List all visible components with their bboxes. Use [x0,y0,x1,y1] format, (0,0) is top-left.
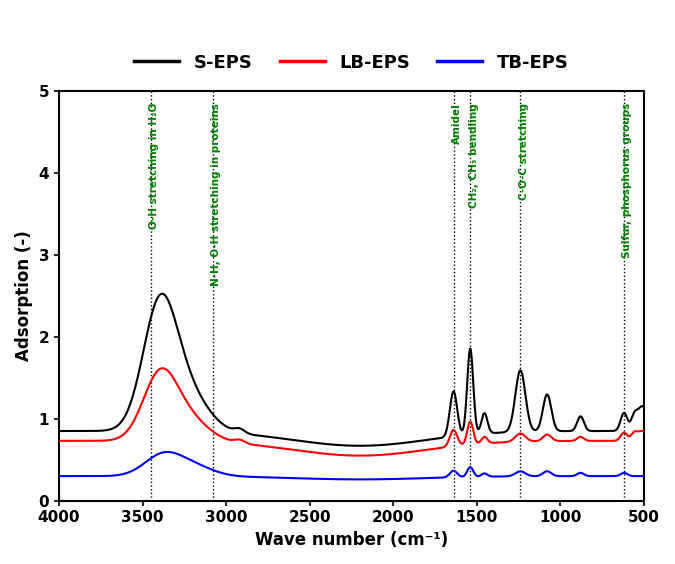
TB-EPS [435,474,443,481]
TB-EPS [640,473,648,479]
S-EPS [406,439,414,446]
LB-EPS [159,365,167,372]
S-EPS [435,435,443,442]
TB-EPS [161,448,169,455]
Text: O-H stretching in H₂O: O-H stretching in H₂O [149,103,159,230]
LB-EPS [279,445,287,452]
Line: TB-EPS: TB-EPS [59,452,644,479]
TB-EPS [491,473,500,480]
LB-EPS [435,444,443,451]
Text: N-H, O-H stretching in proteins: N-H, O-H stretching in proteins [211,103,221,286]
LB-EPS [356,452,364,459]
S-EPS [161,292,169,299]
S-EPS [55,428,63,434]
TB-EPS [356,476,364,483]
Line: LB-EPS: LB-EPS [59,368,644,456]
TB-EPS [536,472,544,478]
TB-EPS [55,473,63,479]
S-EPS [356,442,364,449]
LB-EPS [536,436,544,443]
Text: Amidel: Amidel [452,103,462,144]
TB-EPS [279,474,287,481]
S-EPS [536,418,544,425]
LB-EPS [491,439,500,446]
Line: S-EPS: S-EPS [59,294,644,446]
LB-EPS [161,365,169,372]
TB-EPS [406,475,414,482]
Y-axis label: Adsorption (-): Adsorption (-) [15,230,33,361]
Text: Sulfur, phosphorus groups: Sulfur, phosphorus groups [622,103,632,258]
TB-EPS [163,448,171,455]
LB-EPS [640,428,648,435]
S-EPS [640,404,648,411]
Text: CH₂, CH₃ bendling: CH₂, CH₃ bendling [468,103,479,208]
LB-EPS [406,448,414,455]
X-axis label: Wave number (cm⁻¹): Wave number (cm⁻¹) [255,531,448,549]
Text: C-O-C stretching: C-O-C stretching [518,103,529,200]
S-EPS [158,290,166,297]
Legend: S-EPS, LB-EPS, TB-EPS: S-EPS, LB-EPS, TB-EPS [127,46,576,79]
LB-EPS [55,438,63,444]
S-EPS [491,429,500,436]
S-EPS [279,435,287,442]
